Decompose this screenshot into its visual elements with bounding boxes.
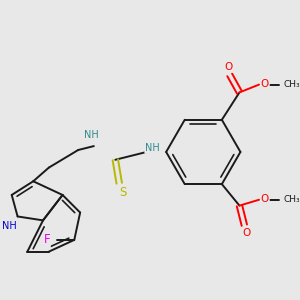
Text: O: O — [261, 194, 269, 204]
Text: S: S — [120, 187, 127, 197]
Text: O: O — [242, 228, 250, 238]
Text: NH: NH — [145, 143, 160, 153]
Text: O: O — [242, 228, 250, 238]
Text: CH₃: CH₃ — [284, 195, 300, 204]
Text: S: S — [119, 185, 127, 199]
Text: NH: NH — [2, 221, 17, 231]
Text: F: F — [44, 235, 50, 245]
Text: CH₃: CH₃ — [284, 195, 300, 204]
Text: O: O — [261, 79, 269, 88]
Text: CH₃: CH₃ — [284, 80, 300, 89]
Text: CH₃: CH₃ — [284, 80, 300, 89]
Text: O: O — [225, 62, 233, 72]
Text: NH: NH — [85, 130, 99, 140]
Text: NH: NH — [2, 221, 17, 231]
Text: F: F — [44, 233, 50, 246]
Text: O: O — [261, 194, 269, 204]
Text: NH: NH — [145, 143, 160, 153]
Text: O: O — [225, 62, 233, 72]
Text: O: O — [261, 79, 269, 88]
Text: NH: NH — [85, 130, 99, 140]
